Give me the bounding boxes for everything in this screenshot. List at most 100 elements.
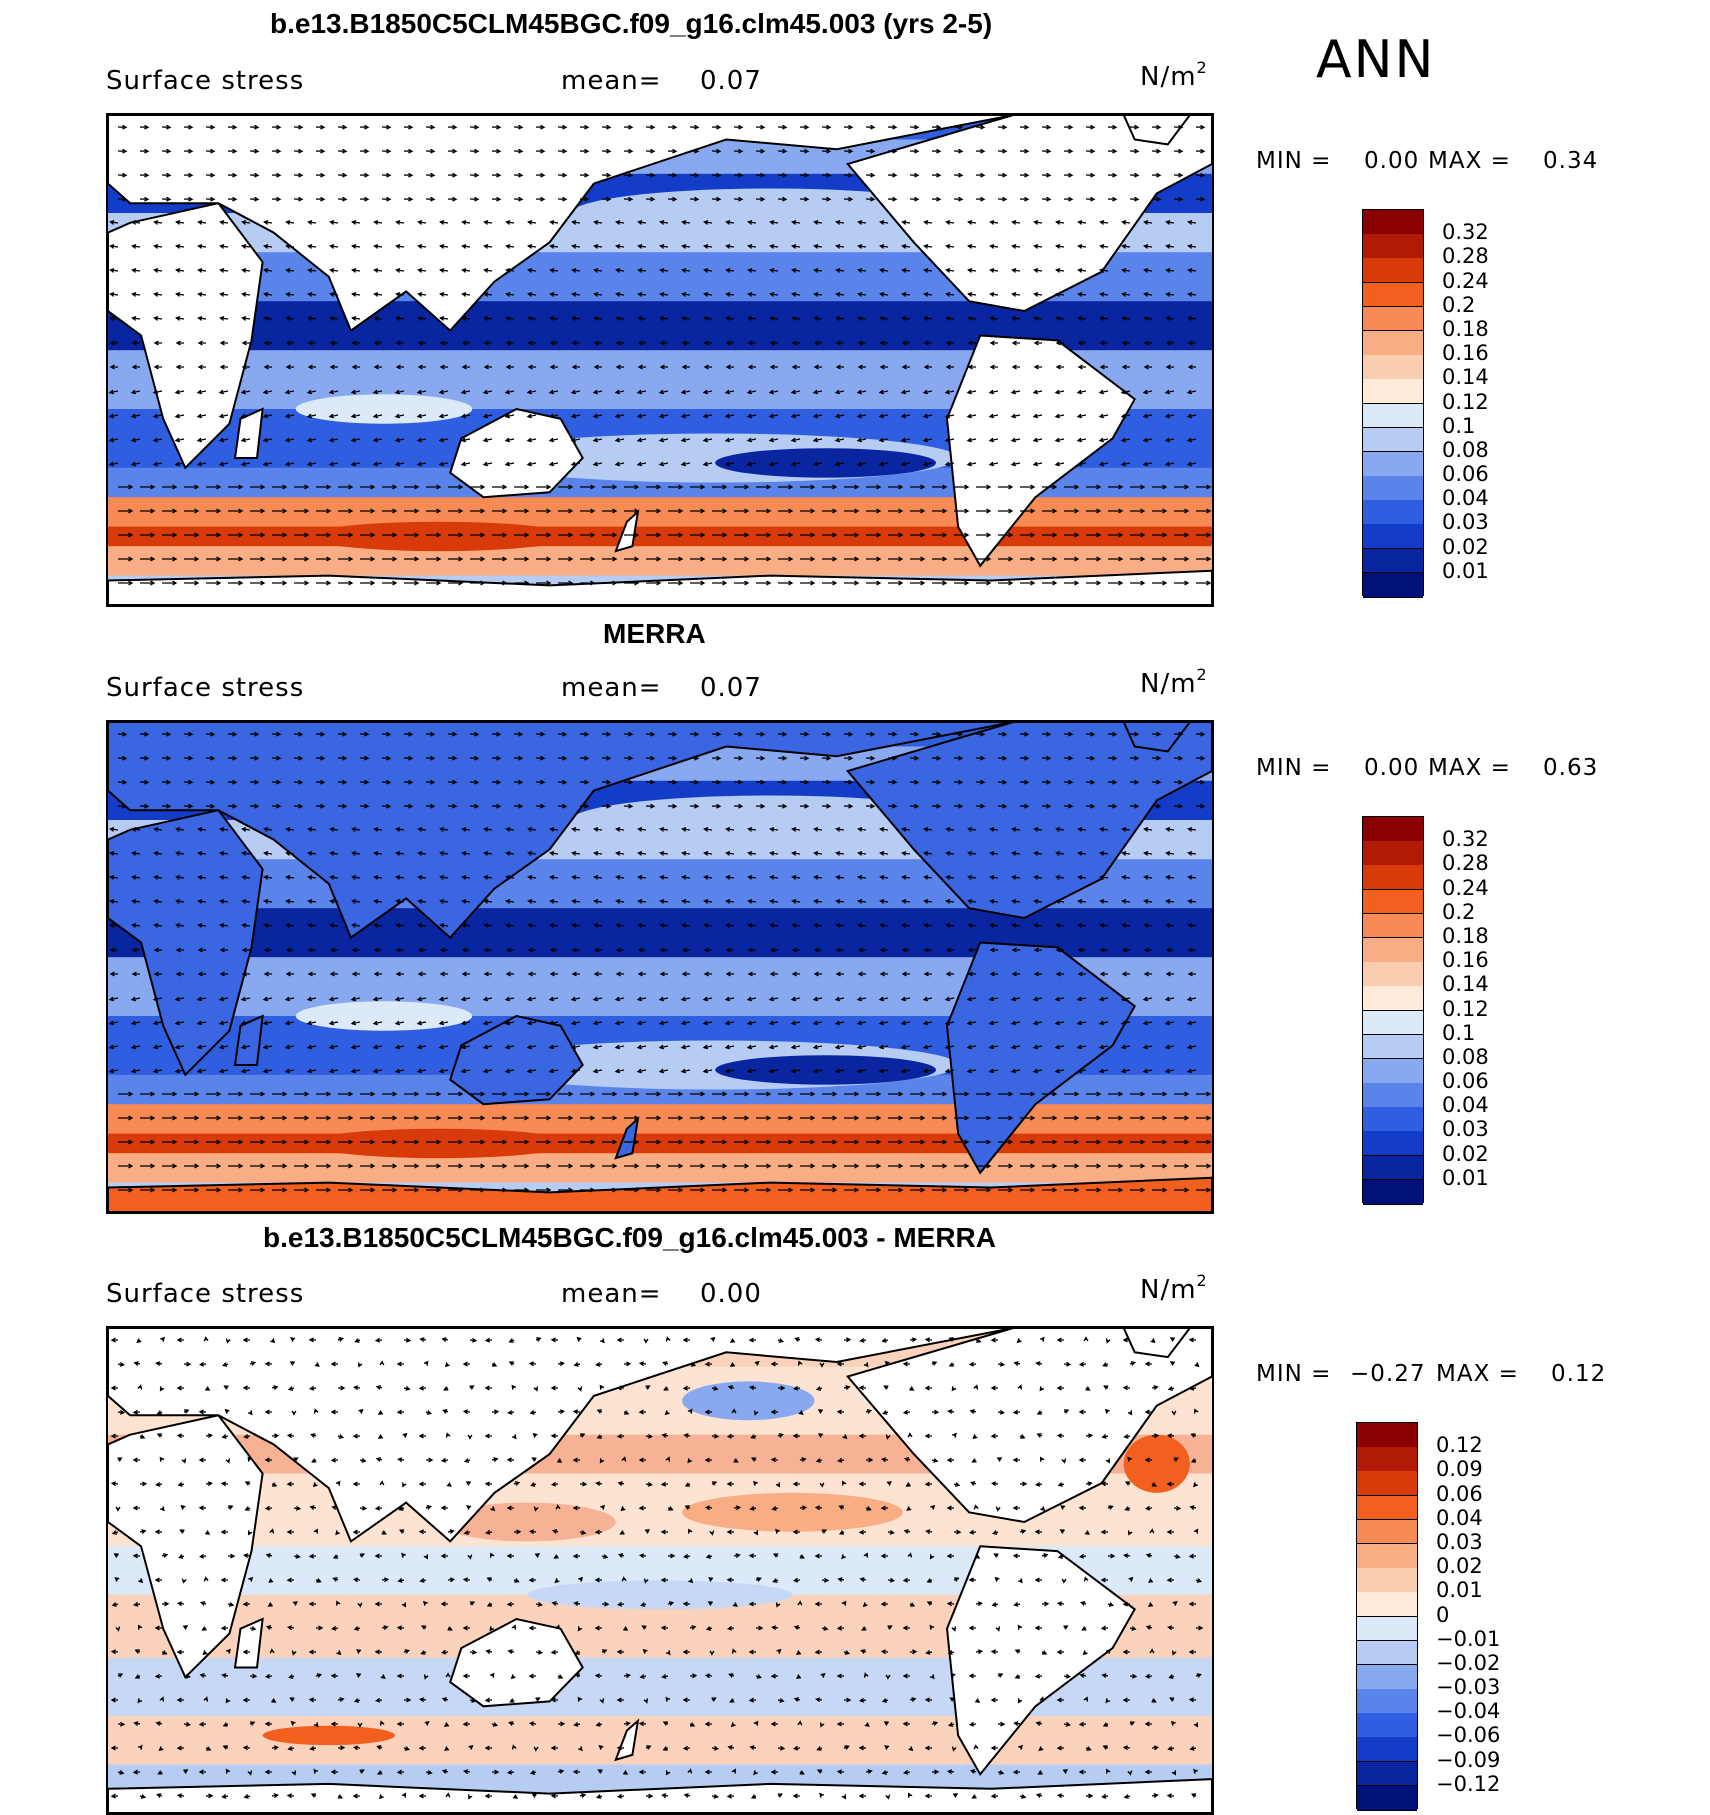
stress-vector — [373, 947, 382, 953]
stress-vector — [162, 508, 178, 514]
stress-vector — [382, 556, 398, 562]
stress-vector — [1151, 731, 1162, 737]
stress-vector — [747, 243, 757, 249]
colorbar-tick-label: 0.04 — [1436, 1505, 1483, 1530]
stress-vector — [865, 1409, 873, 1414]
stress-vector — [638, 1361, 647, 1367]
stress-vector — [730, 1338, 736, 1343]
stress-vector — [1143, 971, 1152, 977]
stress-vector — [862, 1602, 868, 1608]
stress-vector — [945, 850, 955, 856]
stress-vector — [1032, 1044, 1043, 1050]
stress-vector — [711, 124, 722, 130]
stress-vector — [756, 580, 772, 586]
stress-vector — [328, 996, 339, 1002]
stress-vector — [175, 947, 184, 953]
stress-vector — [271, 196, 282, 202]
stress-vector — [529, 1770, 537, 1775]
stress-vector — [1189, 1746, 1197, 1751]
stress-vector — [1107, 1505, 1114, 1510]
stress-vector — [680, 389, 691, 395]
stress-vector — [227, 803, 238, 809]
stress-vector — [1033, 340, 1042, 346]
stress-vector — [1151, 1698, 1157, 1703]
colorbar-tick-label: 0.06 — [1442, 1069, 1489, 1094]
stress-vector — [1173, 172, 1184, 178]
stress-vector — [1166, 1529, 1174, 1535]
stress-vector — [1042, 1091, 1058, 1097]
stress-vector — [858, 1385, 867, 1391]
stress-vector — [1039, 1696, 1045, 1702]
stress-vector — [637, 922, 647, 928]
stress-vector — [196, 437, 207, 443]
stress-vector — [747, 947, 756, 953]
stress-vector — [285, 340, 294, 346]
stress-vector — [659, 874, 669, 880]
stress-vector — [887, 779, 898, 785]
stress-vector — [812, 1020, 823, 1026]
stress-vector — [404, 1697, 412, 1703]
stress-vector — [1190, 1793, 1197, 1798]
stress-vector — [1129, 1721, 1136, 1726]
stress-vector — [668, 580, 684, 586]
stress-vector — [205, 148, 216, 154]
stress-vector — [227, 731, 238, 737]
stress-vector — [1143, 850, 1153, 856]
stress-vector — [491, 172, 502, 178]
stress-vector — [549, 340, 558, 346]
colorbar-tick-label: 0.1 — [1442, 1020, 1476, 1045]
stress-vector — [967, 315, 977, 321]
stress-vector — [508, 1721, 515, 1726]
stress-vector — [1120, 461, 1131, 467]
stress-vector — [923, 291, 933, 297]
stress-vector — [1120, 1044, 1131, 1050]
stress-vector — [307, 947, 316, 953]
stress-vector — [557, 1409, 566, 1415]
stress-vector — [710, 1336, 716, 1342]
stress-vector — [907, 1432, 913, 1438]
stress-vector — [750, 1457, 757, 1462]
stress-vector — [512, 1794, 518, 1799]
stress-vector — [646, 580, 662, 586]
stress-vector — [1169, 1337, 1175, 1342]
colorbar-swatch — [1363, 841, 1423, 866]
stress-vector — [1040, 1506, 1046, 1512]
stress-vector — [417, 315, 427, 321]
stress-vector — [504, 389, 515, 395]
stress-vector — [109, 364, 118, 370]
continent-antarctica — [108, 1176, 1212, 1212]
stress-vector — [834, 389, 845, 395]
stress-vector — [910, 1139, 926, 1145]
stress-vector — [153, 898, 163, 904]
stress-vector — [1032, 1068, 1043, 1074]
stress-vector — [681, 971, 690, 977]
stress-vector — [1173, 148, 1184, 154]
stress-vector — [272, 580, 288, 586]
stress-vector — [373, 826, 383, 832]
stress-vector — [595, 1361, 603, 1367]
colorbar-swatch — [1363, 817, 1423, 842]
stress-vector — [990, 1385, 998, 1391]
stress-vector — [1168, 1697, 1175, 1702]
stress-vector — [1011, 291, 1021, 297]
stress-vector — [535, 1649, 544, 1655]
stress-vector — [1086, 1187, 1102, 1193]
stress-vector — [747, 291, 757, 297]
stress-vector — [680, 461, 691, 467]
stress-vector — [491, 779, 502, 785]
stress-vector — [777, 148, 788, 154]
stress-vector — [843, 148, 854, 154]
stress-vector — [505, 291, 515, 297]
stress-vector — [772, 1578, 779, 1583]
stress-vector — [1064, 1091, 1080, 1097]
stress-vector — [417, 826, 427, 832]
stress-vector — [665, 1650, 671, 1656]
stress-vector — [110, 1697, 119, 1703]
stress-vector — [858, 1697, 867, 1703]
stress-vector — [439, 315, 449, 321]
stress-vector — [689, 196, 700, 202]
stress-vector — [795, 1674, 802, 1679]
stress-vector — [196, 461, 207, 467]
stress-vector — [665, 1336, 671, 1342]
stress-vector — [1099, 898, 1109, 904]
